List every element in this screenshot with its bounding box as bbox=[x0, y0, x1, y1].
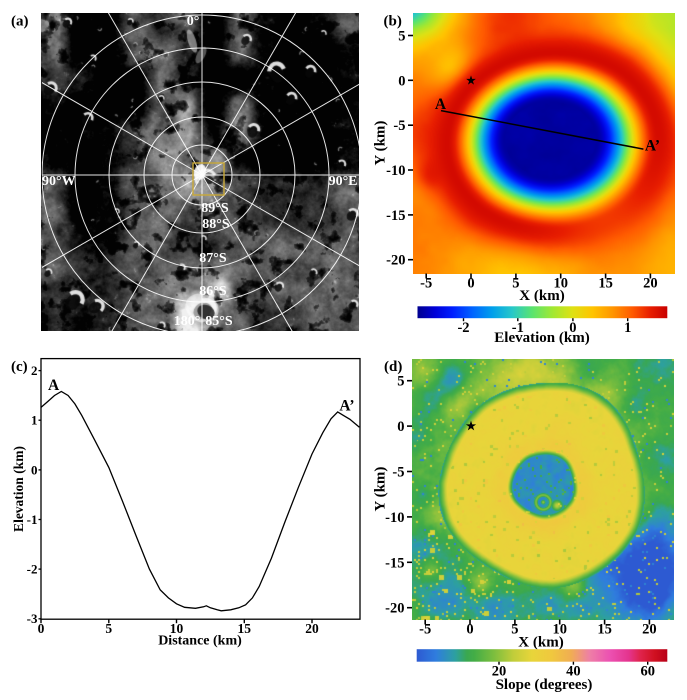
svg-text:-20: -20 bbox=[386, 253, 405, 269]
svg-text:Slope (degrees): Slope (degrees) bbox=[496, 677, 593, 693]
svg-text:87°S: 87°S bbox=[199, 251, 227, 266]
svg-text:20: 20 bbox=[642, 622, 657, 638]
svg-text:0: 0 bbox=[398, 73, 405, 89]
svg-text:5: 5 bbox=[397, 374, 404, 390]
svg-text:1: 1 bbox=[624, 320, 631, 336]
svg-text:85°S: 85°S bbox=[205, 314, 233, 329]
svg-text:0: 0 bbox=[397, 419, 404, 435]
svg-text:5: 5 bbox=[511, 622, 518, 638]
svg-text:0: 0 bbox=[31, 462, 38, 477]
svg-text:90°E: 90°E bbox=[329, 174, 358, 189]
svg-text:180°: 180° bbox=[174, 314, 201, 329]
svg-text:-5: -5 bbox=[392, 465, 404, 481]
svg-text:0°: 0° bbox=[187, 14, 200, 29]
svg-text:-20: -20 bbox=[385, 601, 404, 617]
svg-text:-5: -5 bbox=[420, 276, 432, 292]
svg-text:X (km): X (km) bbox=[519, 288, 564, 304]
svg-text:(d): (d) bbox=[384, 359, 402, 375]
svg-text:1: 1 bbox=[31, 413, 38, 428]
svg-text:A: A bbox=[48, 377, 60, 394]
svg-text:15: 15 bbox=[598, 276, 613, 292]
svg-text:88°S: 88°S bbox=[202, 217, 230, 232]
svg-text:Distance (km): Distance (km) bbox=[158, 634, 242, 649]
svg-text:40: 40 bbox=[566, 664, 581, 680]
svg-text:X (km): X (km) bbox=[518, 635, 563, 651]
svg-text:(c): (c) bbox=[11, 359, 28, 375]
svg-text:Y (km): Y (km) bbox=[373, 467, 389, 512]
svg-text:5: 5 bbox=[512, 276, 519, 292]
svg-text:-3: -3 bbox=[27, 611, 38, 626]
svg-text:90°W: 90°W bbox=[42, 174, 76, 189]
svg-text:10: 10 bbox=[553, 276, 568, 292]
svg-text:2: 2 bbox=[31, 363, 38, 378]
svg-text:0: 0 bbox=[38, 621, 45, 636]
svg-text:Y (km): Y (km) bbox=[373, 121, 389, 166]
svg-text:5: 5 bbox=[398, 29, 405, 45]
svg-text:0: 0 bbox=[569, 320, 576, 336]
svg-text:A’: A’ bbox=[645, 138, 660, 155]
svg-text:-15: -15 bbox=[385, 555, 404, 571]
svg-text:A: A bbox=[435, 96, 447, 113]
svg-text:5: 5 bbox=[105, 621, 112, 636]
svg-text:15: 15 bbox=[238, 621, 252, 636]
svg-text:20: 20 bbox=[643, 276, 658, 292]
svg-text:-10: -10 bbox=[385, 510, 404, 526]
svg-text:10: 10 bbox=[170, 621, 184, 636]
svg-text:Elevation (km): Elevation (km) bbox=[11, 446, 26, 532]
svg-text:60: 60 bbox=[640, 664, 655, 680]
svg-text:-15: -15 bbox=[386, 208, 405, 224]
svg-text:20: 20 bbox=[492, 664, 507, 680]
svg-text:0: 0 bbox=[466, 622, 473, 638]
svg-text:-10: -10 bbox=[386, 163, 405, 179]
svg-text:(a): (a) bbox=[11, 14, 29, 30]
svg-text:A’: A’ bbox=[339, 398, 354, 415]
svg-text:(b): (b) bbox=[384, 14, 402, 30]
svg-text:-1: -1 bbox=[512, 320, 524, 336]
svg-text:-1: -1 bbox=[27, 512, 38, 527]
svg-text:89°S: 89°S bbox=[201, 201, 229, 216]
svg-text:Elevation (km): Elevation (km) bbox=[494, 330, 589, 346]
svg-text:15: 15 bbox=[597, 622, 612, 638]
svg-text:-2: -2 bbox=[457, 320, 469, 336]
svg-text:-2: -2 bbox=[27, 562, 38, 577]
svg-text:0: 0 bbox=[467, 276, 474, 292]
svg-text:10: 10 bbox=[552, 622, 567, 638]
svg-text:86°S: 86°S bbox=[199, 284, 227, 299]
svg-text:-5: -5 bbox=[419, 622, 431, 638]
svg-text:20: 20 bbox=[305, 621, 319, 636]
svg-text:-5: -5 bbox=[393, 118, 405, 134]
